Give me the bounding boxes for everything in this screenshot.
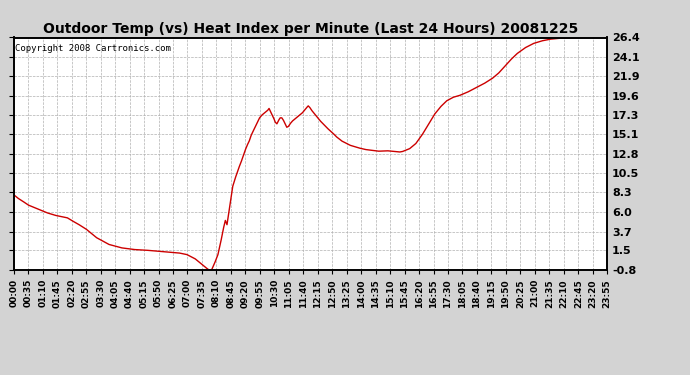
Text: Copyright 2008 Cartronics.com: Copyright 2008 Cartronics.com [15,45,171,54]
Title: Outdoor Temp (vs) Heat Index per Minute (Last 24 Hours) 20081225: Outdoor Temp (vs) Heat Index per Minute … [43,22,578,36]
